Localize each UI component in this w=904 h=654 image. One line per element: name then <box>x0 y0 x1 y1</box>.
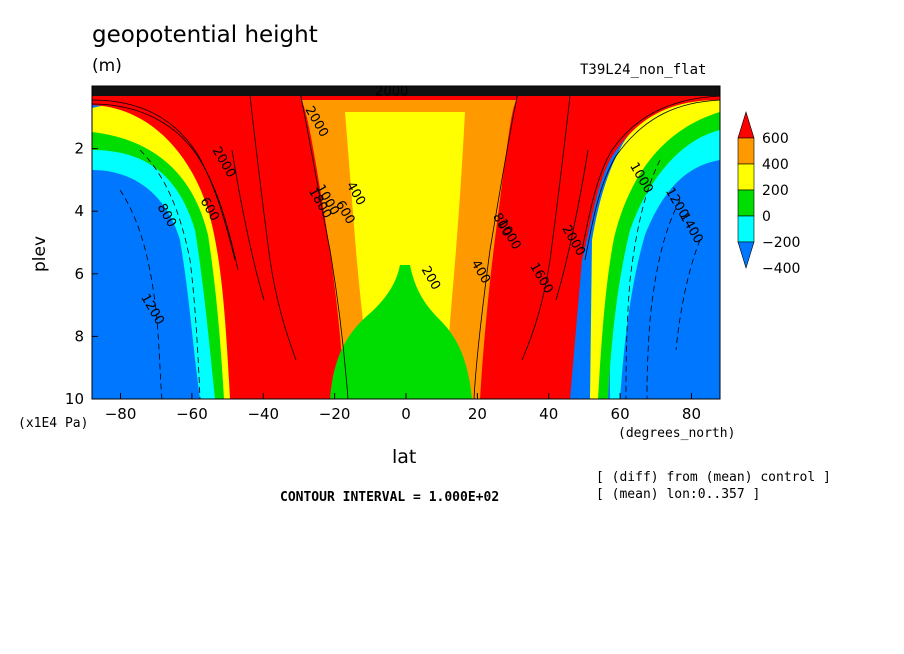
colorbar-bottom-arrow <box>737 241 755 270</box>
colorbar-segment <box>737 163 755 191</box>
chart-title: geopotential height <box>92 22 318 48</box>
y-tick-label: 8 <box>74 327 84 345</box>
colorbar-segment <box>737 215 755 243</box>
top-dense-contours <box>92 86 720 96</box>
y-axis-ticks: 2 4 6 8 10 <box>65 140 98 408</box>
colorbar-label: 0 <box>762 209 771 225</box>
x-tick-label: −80 <box>105 405 137 423</box>
colorbar-top-arrow <box>737 110 755 139</box>
filled-contours <box>92 86 720 399</box>
x-tick-label: −20 <box>319 405 351 423</box>
x-tick-label: 60 <box>611 405 630 423</box>
x-axis-units: (degrees_north) <box>618 426 736 441</box>
colorbar-label: 600 <box>762 131 789 147</box>
y-axis-units: (x1E4 Pa) <box>18 416 89 431</box>
x-axis-ticks: −80 −60 −40 −20 0 20 40 60 80 <box>105 393 701 423</box>
x-tick-label: 80 <box>682 405 701 423</box>
contour-label: 2000 <box>375 85 408 100</box>
contour-interval-text: CONTOUR INTERVAL = 1.000E+02 <box>280 490 500 505</box>
contour-lines <box>92 91 720 399</box>
run-label: T39L24_non_flat <box>580 62 707 78</box>
colorbar-label: 400 <box>762 157 789 173</box>
note-diff: [ (diff) from (mean) control ] <box>596 470 831 485</box>
x-tick-label: −60 <box>176 405 208 423</box>
x-tick-label: −40 <box>247 405 279 423</box>
chart-units: (m) <box>92 56 122 76</box>
colorbar-label: 200 <box>762 183 789 199</box>
x-tick-label: 40 <box>539 405 558 423</box>
colorbar-label: −200 <box>762 235 800 251</box>
colorbar-segment <box>737 189 755 217</box>
y-tick-label: 2 <box>74 140 84 158</box>
x-axis-label: lat <box>392 446 417 468</box>
note-mean: [ (mean) lon:0..357 ] <box>596 487 761 502</box>
x-tick-label: 20 <box>468 405 487 423</box>
y-tick-label: 10 <box>65 390 84 408</box>
colorbar: 600 400 200 0 −200 −400 <box>737 110 800 277</box>
colorbar-label: −400 <box>762 261 800 277</box>
region-200-north-edge <box>590 90 720 399</box>
x-tick-label: 0 <box>401 405 411 423</box>
y-tick-label: 4 <box>74 202 84 220</box>
colorbar-segment <box>737 137 755 165</box>
y-tick-label: 6 <box>74 265 84 283</box>
region-zero-center <box>330 265 472 399</box>
